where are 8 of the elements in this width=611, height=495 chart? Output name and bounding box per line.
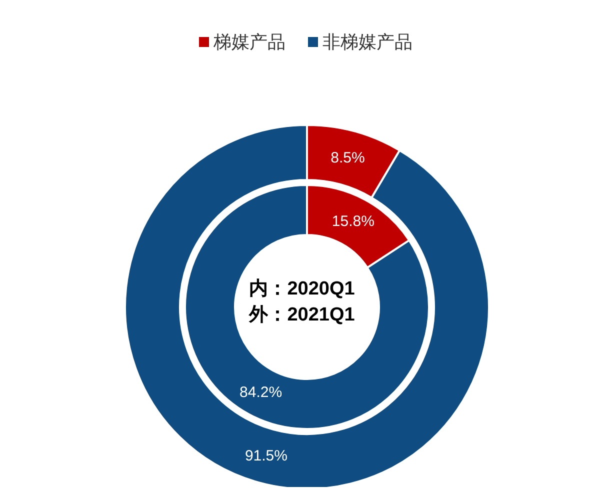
text: 内：2020Q1 <box>249 278 356 300</box>
data-label: 15.8% <box>332 213 374 230</box>
data-label: 84.2% <box>240 384 282 401</box>
legend-label: 非梯媒产品 <box>322 31 412 54</box>
text: 外：2021Q1 <box>248 304 356 326</box>
data-label: 8.5% <box>330 149 365 166</box>
data-label: 91.5% <box>244 448 288 465</box>
legend-label: 梯媒产品 <box>214 31 286 54</box>
